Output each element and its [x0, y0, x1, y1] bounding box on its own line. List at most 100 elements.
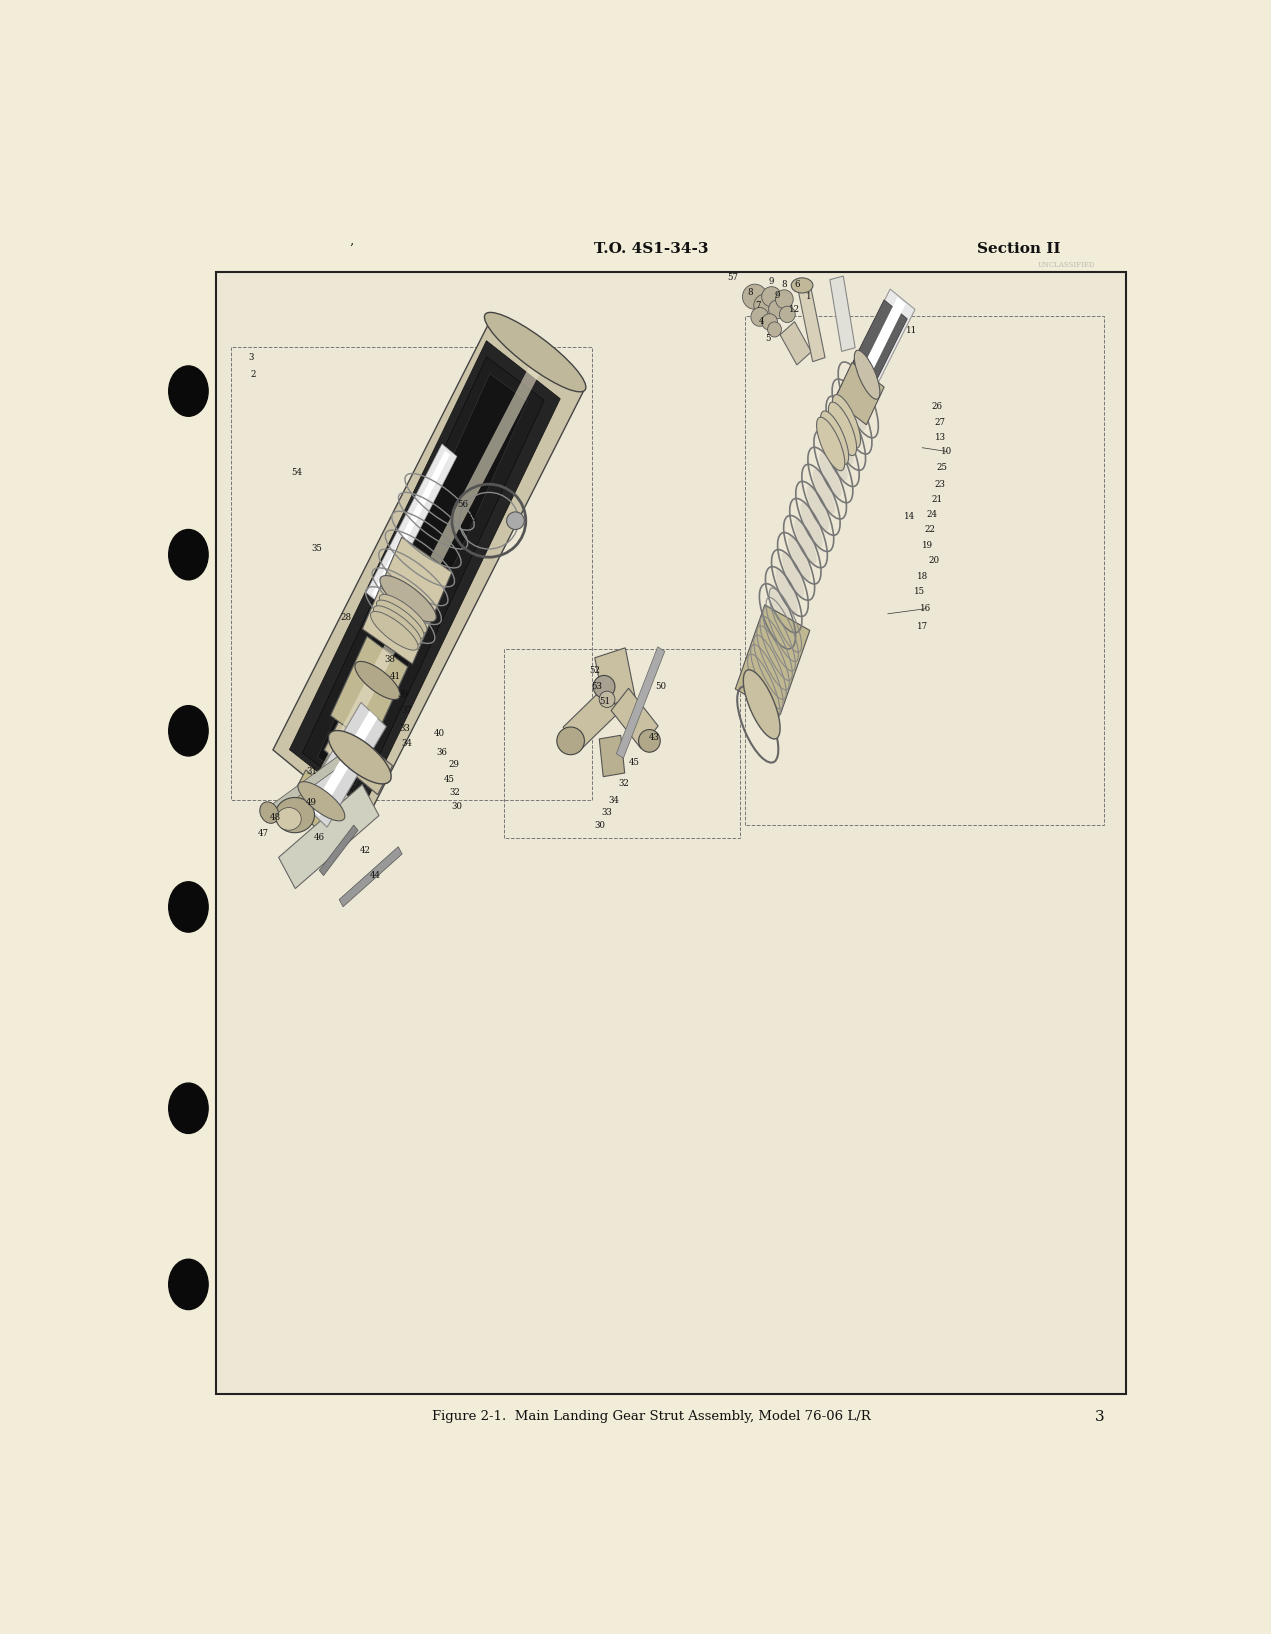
- Ellipse shape: [829, 402, 857, 456]
- Polygon shape: [319, 825, 358, 876]
- Text: 37: 37: [402, 706, 413, 716]
- Ellipse shape: [380, 575, 436, 623]
- Ellipse shape: [820, 453, 841, 497]
- Ellipse shape: [761, 286, 782, 307]
- Ellipse shape: [638, 729, 660, 752]
- Text: 45: 45: [444, 776, 455, 784]
- Ellipse shape: [557, 727, 585, 755]
- Ellipse shape: [277, 807, 301, 830]
- Text: Figure 2-1.  Main Landing Gear Strut Assembly, Model 76-06 L/R: Figure 2-1. Main Landing Gear Strut Asse…: [432, 1410, 871, 1423]
- Ellipse shape: [801, 503, 822, 547]
- Circle shape: [169, 1260, 208, 1309]
- Polygon shape: [736, 605, 810, 714]
- Text: 13: 13: [934, 433, 946, 443]
- Text: 17: 17: [916, 623, 928, 631]
- Ellipse shape: [831, 420, 854, 464]
- Ellipse shape: [854, 350, 880, 399]
- Text: 12: 12: [788, 306, 799, 314]
- Text: 3: 3: [249, 353, 254, 361]
- Polygon shape: [339, 846, 402, 907]
- Ellipse shape: [792, 278, 813, 292]
- Text: 1: 1: [806, 292, 812, 301]
- Text: 57: 57: [727, 273, 738, 283]
- Polygon shape: [324, 721, 393, 794]
- Text: 20: 20: [929, 557, 939, 565]
- Text: 40: 40: [433, 729, 445, 739]
- Text: 26: 26: [932, 402, 943, 410]
- Ellipse shape: [775, 289, 793, 309]
- Text: 51: 51: [600, 698, 610, 706]
- Polygon shape: [330, 636, 408, 747]
- Text: 29: 29: [449, 760, 460, 770]
- Text: 46: 46: [314, 833, 325, 842]
- Ellipse shape: [769, 301, 787, 319]
- Text: 23: 23: [934, 480, 946, 489]
- Ellipse shape: [821, 410, 849, 464]
- Text: 15: 15: [914, 587, 925, 596]
- Text: 45: 45: [629, 758, 641, 766]
- Ellipse shape: [775, 569, 798, 613]
- Text: 10: 10: [942, 448, 952, 456]
- Ellipse shape: [484, 312, 586, 392]
- Text: 25: 25: [937, 464, 947, 472]
- Text: T.O. 4S1-34-3: T.O. 4S1-34-3: [594, 242, 709, 257]
- Text: 34: 34: [402, 739, 413, 748]
- Ellipse shape: [838, 402, 860, 448]
- Text: 36: 36: [436, 748, 447, 757]
- Ellipse shape: [833, 394, 860, 448]
- Bar: [216, 271, 1126, 1394]
- Text: 52: 52: [588, 667, 600, 675]
- Text: 14: 14: [904, 513, 915, 521]
- Ellipse shape: [297, 781, 344, 820]
- Ellipse shape: [599, 691, 615, 708]
- Text: 41: 41: [390, 672, 400, 681]
- Text: 8: 8: [747, 289, 752, 297]
- Ellipse shape: [259, 802, 278, 824]
- Text: 19: 19: [921, 541, 933, 551]
- Text: 7: 7: [755, 301, 760, 310]
- Ellipse shape: [816, 417, 845, 471]
- Polygon shape: [278, 784, 379, 889]
- Ellipse shape: [782, 552, 805, 596]
- Text: 33: 33: [400, 724, 411, 732]
- Ellipse shape: [594, 675, 615, 698]
- Text: 35: 35: [311, 544, 322, 552]
- Polygon shape: [599, 735, 625, 776]
- Text: 2: 2: [250, 371, 257, 379]
- Text: 53: 53: [591, 683, 601, 691]
- Polygon shape: [780, 322, 811, 364]
- Text: 56: 56: [456, 500, 468, 508]
- Ellipse shape: [379, 595, 427, 632]
- Polygon shape: [271, 755, 343, 814]
- Circle shape: [169, 1083, 208, 1134]
- Text: 21: 21: [932, 495, 943, 503]
- Polygon shape: [836, 299, 907, 413]
- Ellipse shape: [275, 797, 314, 833]
- Text: 31: 31: [306, 766, 316, 776]
- Ellipse shape: [374, 606, 421, 644]
- Ellipse shape: [754, 294, 775, 317]
- Polygon shape: [830, 276, 855, 351]
- Text: 18: 18: [916, 572, 928, 580]
- Text: 28: 28: [341, 613, 352, 623]
- Ellipse shape: [376, 600, 425, 639]
- Text: 11: 11: [906, 327, 918, 335]
- Polygon shape: [798, 284, 825, 361]
- Text: 4: 4: [759, 317, 764, 327]
- Text: 38: 38: [385, 655, 395, 663]
- Polygon shape: [290, 342, 561, 807]
- Polygon shape: [366, 444, 456, 605]
- Ellipse shape: [794, 520, 816, 564]
- Ellipse shape: [844, 386, 867, 430]
- Text: 8: 8: [782, 279, 787, 289]
- Circle shape: [169, 366, 208, 417]
- Text: 50: 50: [656, 683, 667, 691]
- Text: ’: ’: [350, 242, 353, 255]
- Text: 27: 27: [934, 418, 946, 426]
- Ellipse shape: [807, 485, 829, 529]
- Text: 9: 9: [769, 278, 774, 286]
- Polygon shape: [841, 289, 915, 407]
- Text: 22: 22: [924, 525, 935, 534]
- Text: 34: 34: [609, 796, 619, 804]
- Text: 30: 30: [595, 820, 606, 830]
